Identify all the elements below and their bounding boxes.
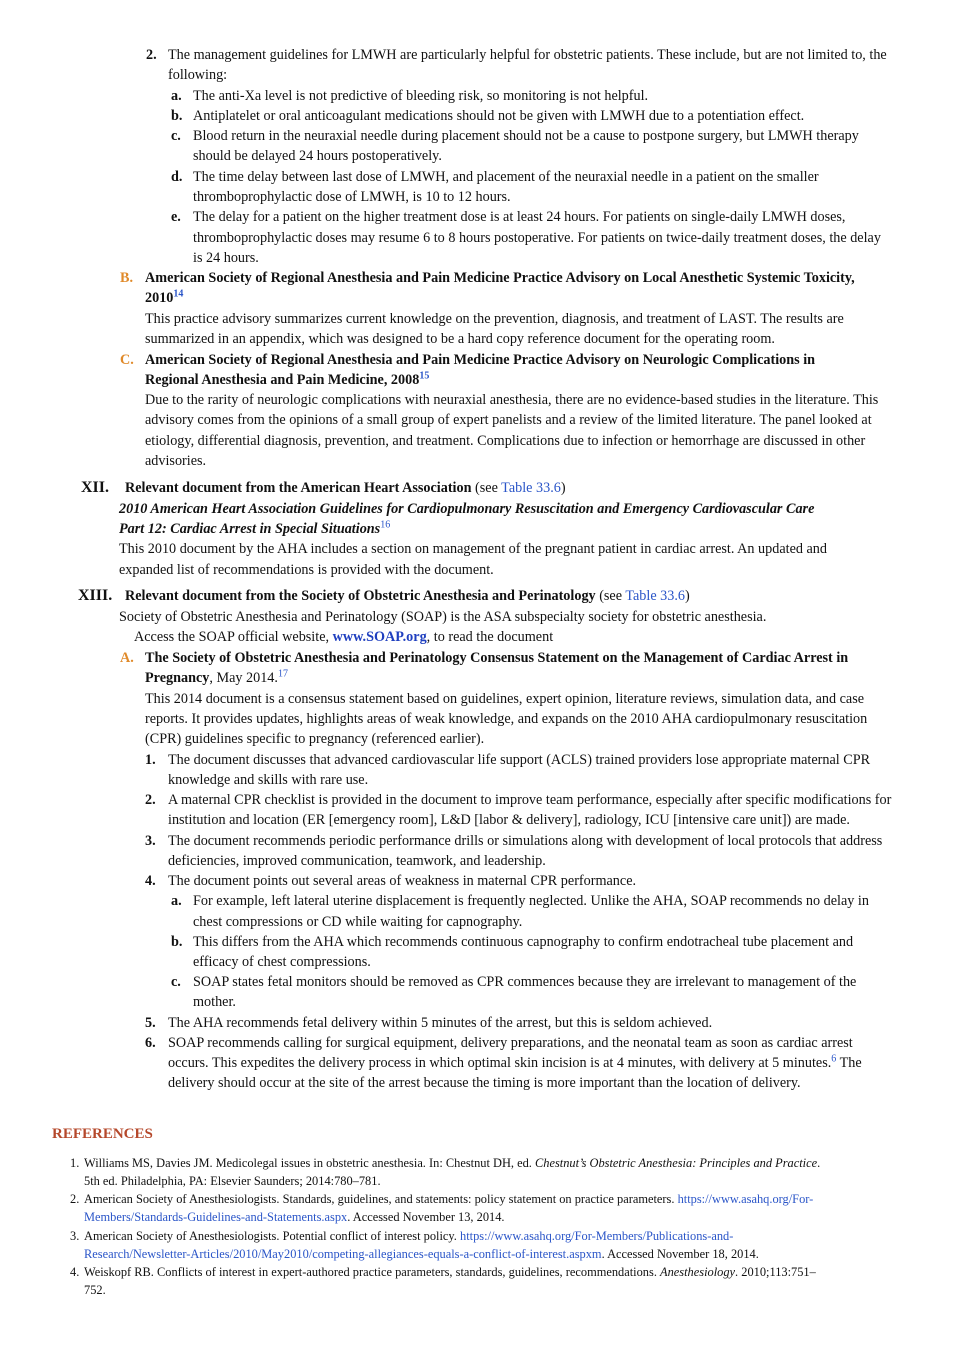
reference-text: American Society of Anesthesiologists. S… (84, 1192, 814, 1206)
table-link[interactable]: Table 33.6 (501, 480, 561, 496)
reference-text: Weiskopf RB. Conflicts of interest in ex… (84, 1265, 816, 1279)
section-heading-cont: 201014 (145, 288, 184, 306)
reference-number: 3. (70, 1229, 80, 1243)
section-heading: American Society of Regional Anesthesia … (145, 270, 855, 286)
text-line: mother. (193, 994, 236, 1010)
text-line: SOAP recommends calling for surgical equ… (168, 1035, 853, 1051)
list-letter: d. (171, 169, 183, 185)
text-line: institution and location (ER [emergency … (168, 812, 850, 828)
text-line: The anti-Xa level is not predictive of b… (193, 88, 649, 104)
reference-link[interactable]: Research/Newsletter-Articles/2010/May201… (84, 1247, 602, 1261)
reference-link[interactable]: https://www.asahq.org/For- (677, 1192, 814, 1206)
citation-link[interactable]: 16 (380, 519, 391, 531)
text-line: thromboprophylactic doses may resume 6 t… (193, 230, 881, 246)
reference-text: American Society of Anesthesiologists. P… (84, 1229, 734, 1243)
text-line: efficacy of chest compressions. (193, 954, 371, 970)
reference-text: Research/Newsletter-Articles/2010/May201… (84, 1247, 759, 1261)
list-number: 1. (145, 752, 156, 768)
list-number: 5. (145, 1015, 156, 1031)
text-line: The time delay between last dose of LMWH… (193, 169, 819, 185)
text-line: For example, left lateral uterine displa… (193, 893, 869, 909)
roman-numeral: XIII. (78, 587, 113, 604)
section-heading-cont: Pregnancy, May 2014.17 (145, 668, 288, 686)
text-line: Due to the rarity of neurologic complica… (145, 392, 879, 408)
citation-link[interactable]: 17 (277, 668, 288, 680)
roman-numeral: XII. (81, 479, 110, 496)
list-letter: a. (171, 88, 182, 104)
text-line: The management guidelines for LMWH are p… (168, 47, 887, 63)
reference-text: 752. (84, 1283, 106, 1297)
list-number: 2. (145, 792, 156, 808)
citation-link[interactable]: 15 (419, 370, 430, 382)
section-heading: The Society of Obstetric Anesthesia and … (145, 650, 849, 666)
document-title-cont: Part 12: Cardiac Arrest in Special Situa… (119, 519, 391, 537)
reference-link[interactable]: https://www.asahq.org/For-Members/Public… (460, 1229, 734, 1243)
section-letter: B. (120, 270, 134, 286)
section-letter: C. (120, 352, 134, 368)
list-letter: c. (171, 974, 181, 990)
soap-website-link[interactable]: www.SOAP.org (332, 629, 427, 645)
text-line: reports. It provides updates, highlights… (145, 711, 868, 727)
text-line: delivery should occur at the site of the… (168, 1075, 801, 1091)
text-line: etiology, differential diagnosis, preven… (145, 433, 866, 449)
list-letter: b. (171, 934, 183, 950)
reference-number: 4. (70, 1265, 80, 1279)
text-line: Antiplatelet or oral anticoagulant medic… (193, 108, 805, 124)
text-line: (CPR) guidelines specific to pregnancy (… (145, 731, 485, 747)
text-line: The document discusses that advanced car… (168, 752, 871, 768)
text-line: This 2010 document by the AHA includes a… (119, 541, 827, 557)
text-line: The document recommends periodic perform… (168, 833, 883, 849)
text-line: The AHA recommends fetal delivery within… (168, 1015, 713, 1031)
reference-text: 5th ed. Philadelphia, PA: Elsevier Saund… (84, 1174, 381, 1188)
text-line: Blood return in the neuraxial needle dur… (193, 128, 859, 144)
list-number: 2. (146, 47, 157, 63)
reference-number: 1. (70, 1156, 80, 1170)
text-line: This practice advisory summarizes curren… (145, 311, 844, 327)
list-letter: a. (171, 893, 182, 909)
section-heading: American Society of Regional Anesthesia … (145, 352, 816, 368)
text-line: The delay for a patient on the higher tr… (193, 209, 846, 225)
reference-text: Members/Standards-Guidelines-and-Stateme… (84, 1210, 505, 1224)
reference-number: 2. (70, 1192, 80, 1206)
references-heading: REFERENCES (52, 1126, 153, 1142)
text-line: deficiencies, improved communication, te… (168, 853, 546, 869)
section-heading: Relevant document from the Society of Ob… (125, 588, 690, 604)
text-line: occurs. This expedites the delivery proc… (168, 1053, 862, 1071)
text-line: advisories. (145, 453, 207, 469)
list-number: 4. (145, 873, 156, 889)
text-line: knowledge and skills with rare use. (168, 772, 369, 788)
section-heading-cont: Regional Anesthesia and Pain Medicine, 2… (145, 370, 430, 388)
list-number: 3. (145, 833, 156, 849)
text-line: should be delayed 24 hours postoperative… (193, 148, 442, 164)
reference-link[interactable]: Members/Standards-Guidelines-and-Stateme… (84, 1210, 348, 1224)
text-line: This 2014 document is a consensus statem… (145, 691, 865, 707)
citation-link[interactable]: 14 (173, 288, 184, 300)
text-line: advisory comes from the opinions of a sm… (145, 412, 872, 428)
text-line: This differs from the AHA which recommen… (193, 934, 854, 950)
text-line: SOAP states fetal monitors should be rem… (193, 974, 857, 990)
text-line: thromboprophylactic dose of LMWH, is 10 … (193, 189, 511, 205)
text-line: expanded list of recommendations is prov… (119, 562, 494, 578)
reference-text: Williams MS, Davies JM. Medicolegal issu… (84, 1156, 821, 1170)
text-line: following: (168, 67, 228, 83)
section-heading: Relevant document from the American Hear… (125, 480, 566, 496)
table-link[interactable]: Table 33.6 (625, 588, 686, 604)
list-number: 6. (145, 1035, 156, 1051)
document-title: 2010 American Heart Association Guidelin… (119, 501, 815, 517)
text-line: is 24 hours. (193, 250, 259, 266)
text-line: summarized in an appendix, which was des… (145, 331, 775, 347)
citation-link[interactable]: 6 (831, 1053, 837, 1065)
text-line: chest compressions or CD while waiting f… (193, 914, 523, 930)
text-line: The document points out several areas of… (168, 873, 637, 889)
text-line: A maternal CPR checklist is provided in … (168, 792, 892, 808)
text-line: Society of Obstetric Anesthesia and Peri… (119, 609, 767, 625)
text-line: Access the SOAP official website, www.SO… (134, 629, 554, 645)
list-letter: b. (171, 108, 183, 124)
section-letter: A. (120, 650, 134, 666)
list-letter: c. (171, 128, 181, 144)
list-letter: e. (171, 209, 181, 225)
